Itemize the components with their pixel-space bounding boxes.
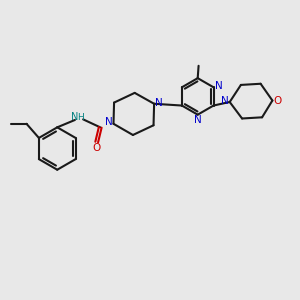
Text: N: N: [155, 98, 163, 108]
Text: N: N: [71, 112, 79, 122]
Text: N: N: [105, 117, 112, 127]
Text: O: O: [274, 95, 282, 106]
Text: N: N: [214, 81, 222, 91]
Text: O: O: [92, 143, 101, 153]
Text: H: H: [77, 113, 84, 122]
Text: N: N: [221, 96, 229, 106]
Text: N: N: [194, 115, 202, 125]
